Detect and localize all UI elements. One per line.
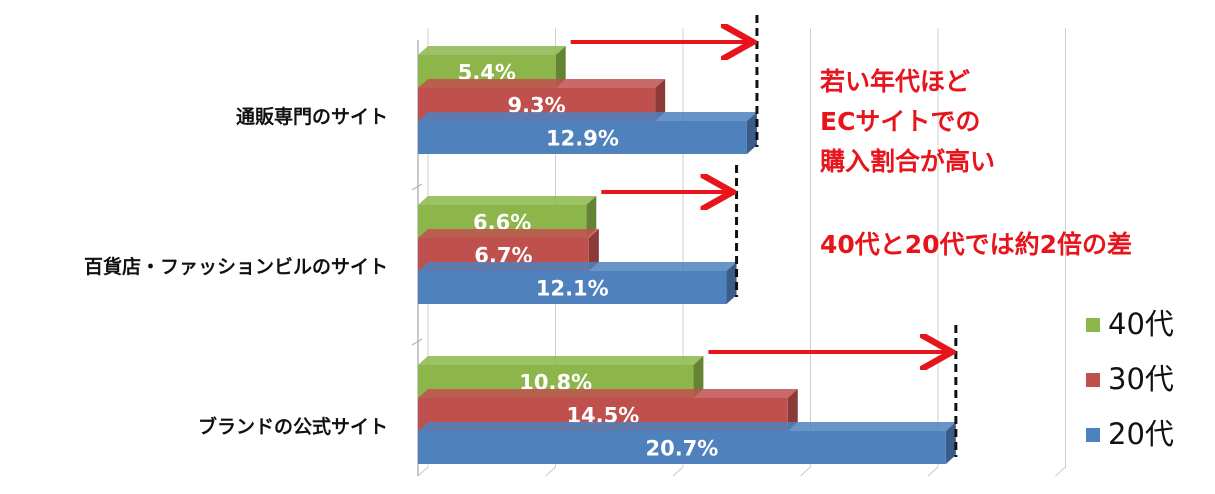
- bar-front: [418, 271, 727, 304]
- legend-swatch: [1086, 373, 1100, 387]
- annotation-line-1: 若い年代ほど: [819, 67, 970, 96]
- legend-label: 40代: [1108, 307, 1174, 341]
- legend-swatch: [1086, 318, 1100, 332]
- gridline-floor: [800, 466, 811, 477]
- bars: 5.4%9.3%12.9%6.6%6.7%12.1%10.8%14.5%20.7…: [418, 46, 956, 464]
- bar-side: [945, 422, 956, 464]
- bar-side: [555, 46, 566, 88]
- bar-top: [418, 229, 599, 238]
- bar: 20.7%: [418, 422, 956, 464]
- bar-top: [418, 422, 956, 431]
- bar-top: [418, 262, 737, 271]
- legend-swatch: [1086, 428, 1100, 442]
- bar-side: [586, 196, 597, 238]
- legend-label: 20代: [1108, 417, 1174, 451]
- data-label: 12.9%: [546, 127, 619, 151]
- bar-front: [418, 431, 946, 464]
- data-label: 20.7%: [645, 437, 718, 461]
- legend-item: 30代: [1086, 362, 1174, 396]
- bar-side: [693, 356, 704, 398]
- legend-item: 40代: [1086, 307, 1174, 341]
- category-separator: [411, 183, 423, 191]
- bar: 12.9%: [418, 112, 757, 154]
- bar-top: [418, 112, 757, 121]
- bar-top: [418, 196, 597, 205]
- bar-top: [418, 356, 704, 365]
- gridline-floor: [927, 466, 939, 477]
- comparison-markers: [570, 15, 958, 457]
- bar-side: [787, 389, 798, 431]
- data-label: 12.1%: [536, 277, 609, 301]
- bar-top: [418, 79, 666, 88]
- category-separator: [411, 338, 423, 346]
- gridline-floor: [417, 466, 429, 477]
- annotation-line-4: 40代と20代では約2倍の差: [820, 230, 1132, 259]
- category-label: 百貨店・ファッションビルのサイト: [84, 255, 388, 278]
- bar-top: [418, 46, 566, 55]
- annotation-line-2: ECサイトでの: [820, 107, 980, 136]
- category-label: 通販専門のサイト: [236, 106, 388, 128]
- annotations: 若い年代ほど ECサイトでの 購入割合が高い 40代と20代では約2倍の差: [819, 67, 1132, 259]
- gridline-floor: [672, 466, 684, 477]
- bar-side: [746, 112, 757, 154]
- legend-label: 30代: [1108, 362, 1174, 396]
- bar-front: [418, 121, 747, 154]
- category-label: ブランドの公式サイト: [198, 415, 388, 438]
- bar-top: [418, 389, 798, 398]
- bar-side: [726, 262, 737, 304]
- gridline-floor: [545, 466, 556, 477]
- annotation-line-3: 購入割合が高い: [820, 147, 995, 176]
- bar-side: [588, 229, 599, 271]
- bar-side: [655, 79, 666, 121]
- gridline-floor: [1055, 466, 1066, 477]
- legend: 40代 30代 20代: [1086, 307, 1174, 451]
- legend-item: 20代: [1086, 417, 1174, 451]
- bar: 12.1%: [418, 262, 737, 304]
